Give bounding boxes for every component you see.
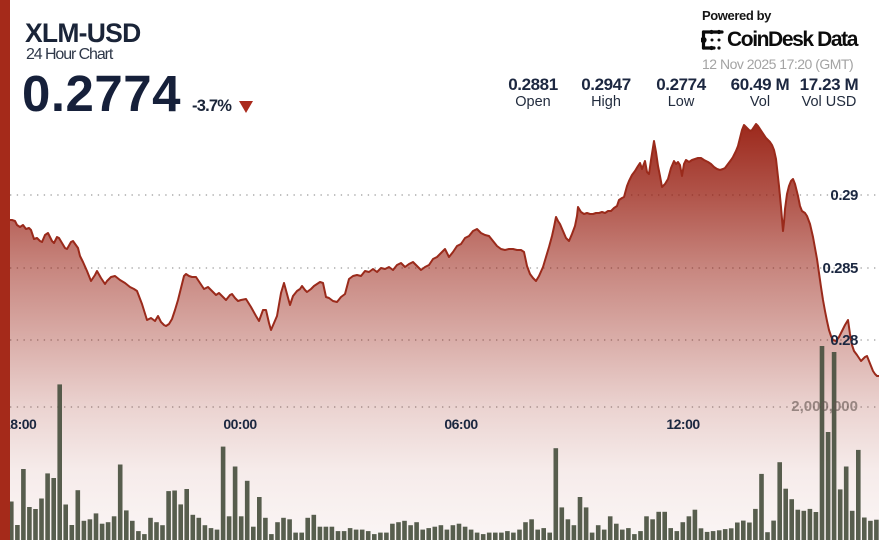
svg-text:0.29: 0.29 xyxy=(830,187,858,204)
svg-text:06:00: 06:00 xyxy=(444,416,478,432)
svg-text:0.285: 0.285 xyxy=(822,260,858,277)
svg-text:18:00: 18:00 xyxy=(3,416,37,432)
svg-text:12:00: 12:00 xyxy=(666,416,700,432)
svg-text:0.28: 0.28 xyxy=(830,332,858,349)
svg-text:2,000,000: 2,000,000 xyxy=(791,398,858,415)
svg-text:00:00: 00:00 xyxy=(223,416,257,432)
